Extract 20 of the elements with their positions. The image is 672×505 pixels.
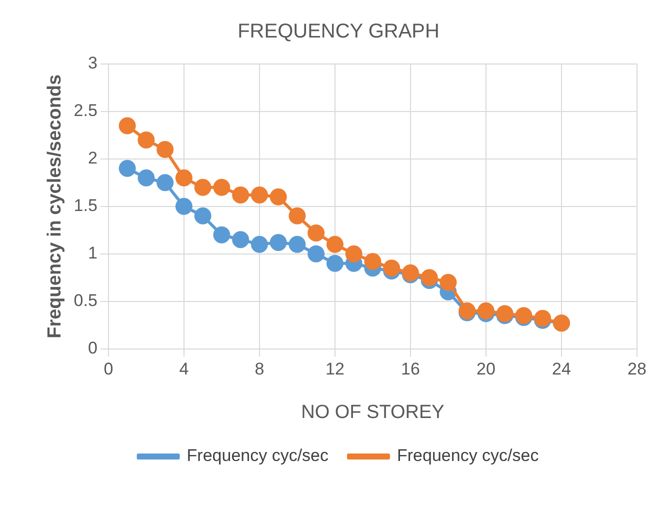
y-tick-label: 0.5 (74, 291, 98, 310)
x-tick-label: 24 (552, 360, 571, 379)
chart-title: FREQUENCY GRAPH (238, 20, 440, 43)
x-tick-label: 8 (254, 360, 264, 379)
y-tick-label: 2.5 (74, 101, 98, 120)
x-tick-label: 4 (179, 360, 189, 379)
legend-label: Frequency cyc/sec (397, 446, 540, 466)
x-tick-label: 20 (476, 360, 496, 379)
y-axis-title: Frequency in cycles/seconds (44, 74, 66, 338)
x-tick-label: 12 (326, 360, 344, 379)
y-tick-label: 1.5 (74, 196, 98, 216)
y-tick-label: 2 (88, 148, 98, 168)
x-tick-label: 0 (104, 360, 114, 379)
x-tick-label: 28 (628, 360, 646, 379)
y-tick-label: 0 (88, 338, 98, 358)
legend-label: Frequency cyc/sec (186, 446, 329, 466)
x-tick-label: 16 (401, 360, 420, 379)
x-axis-title: NO OF STOREY (301, 402, 445, 423)
y-tick-label: 1 (88, 244, 98, 263)
y-tick-label: 3 (88, 54, 98, 73)
